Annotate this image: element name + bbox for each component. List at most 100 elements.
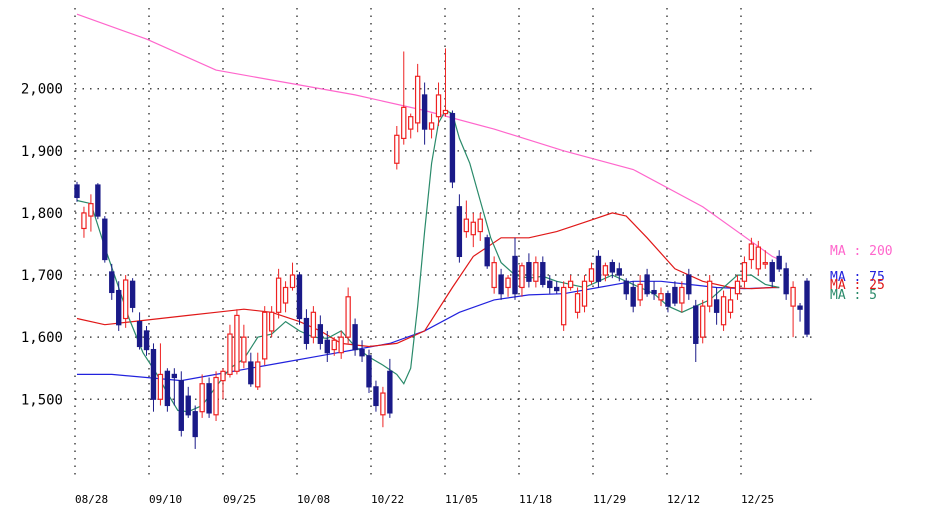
candle-up (734, 280, 741, 295)
candle-up (491, 262, 497, 289)
candle-down (373, 386, 379, 407)
candle-down (296, 274, 303, 320)
candle-up (442, 109, 449, 115)
y-tick-label: 1,800 (21, 206, 63, 222)
candle-down (102, 218, 108, 261)
candle-down (324, 339, 330, 354)
candle-up (331, 339, 337, 351)
candle-down (74, 184, 80, 199)
candle-down (248, 361, 254, 385)
candle-down (109, 271, 115, 294)
candle-down (484, 237, 490, 267)
candle-down (421, 94, 428, 130)
candle-up (268, 311, 275, 332)
candle-down (171, 373, 178, 379)
candle-down (359, 348, 365, 357)
candle-up (414, 75, 421, 124)
candle-up (505, 277, 511, 289)
candle-up (477, 218, 483, 233)
candle-up (463, 218, 470, 233)
legend-ma75: MA : 75 (830, 270, 885, 285)
candle-up (519, 265, 525, 289)
candle-down (303, 317, 310, 344)
candle-down (387, 370, 393, 414)
candle-down (185, 395, 191, 416)
candle-down (366, 355, 372, 388)
candle-down (783, 268, 789, 295)
candle-down (672, 286, 678, 304)
candle-up (435, 94, 442, 118)
candle-up (720, 296, 727, 326)
y-tick-label: 1,700 (21, 268, 63, 284)
candle-down (713, 299, 720, 313)
candle-up (567, 280, 574, 289)
candle-down (616, 268, 622, 276)
candle-down (554, 286, 560, 292)
candle-down (526, 262, 532, 282)
candle-down (776, 255, 782, 270)
candle-up (241, 336, 247, 363)
candle-up (706, 280, 713, 307)
candle-up (679, 286, 685, 304)
x-tick-label: 10/22 (371, 493, 404, 506)
candle-down (150, 348, 157, 400)
candle-up (255, 361, 261, 388)
candle-up (428, 122, 435, 130)
candle-up (262, 311, 268, 360)
candle-down (512, 255, 518, 295)
candle-down (449, 112, 456, 183)
candle-up (234, 314, 240, 372)
candle-down (95, 184, 101, 217)
candle-down (129, 280, 136, 308)
candle-up (470, 221, 476, 236)
candle-up (282, 286, 289, 304)
legend-ma25: MA : 25 (830, 278, 885, 293)
candle-down (651, 289, 657, 295)
candle-up (289, 274, 296, 289)
legend-ma5: MA : 5 (830, 288, 877, 303)
candle-down (665, 293, 671, 307)
x-tick-label: 10/08 (297, 493, 330, 506)
candle-up (748, 243, 755, 261)
candle-down (804, 280, 810, 335)
candle-down (540, 262, 546, 285)
candle-up (588, 268, 595, 282)
x-tick-label: 12/25 (741, 493, 774, 506)
ma75-line (77, 280, 780, 382)
candle-down (164, 370, 171, 407)
axis-layer: 1,500 1,600 1,700 1,800 1,900 2,000 08/28 09/10… (21, 82, 774, 506)
candle-up (658, 293, 664, 301)
candle-down (192, 411, 198, 438)
y-tick-label: 1,600 (21, 330, 63, 346)
candle-down (352, 324, 358, 351)
candle-down (456, 206, 463, 258)
candle-up (755, 246, 762, 270)
candle-down (797, 305, 803, 310)
candle-up (408, 116, 414, 130)
y-tick-label: 1,500 (21, 392, 63, 408)
x-tick-label: 11/05 (445, 493, 478, 506)
x-tick-label: 12/12 (667, 493, 700, 506)
candle-up (790, 286, 796, 307)
x-tick-label: 11/29 (593, 493, 626, 506)
candle-down (769, 262, 775, 282)
candle-down (547, 280, 553, 289)
y-tick-label: 1,900 (21, 144, 63, 160)
candle-up (401, 106, 407, 140)
x-tick-label: 09/10 (149, 493, 182, 506)
candle-down (644, 274, 650, 295)
candle-down (630, 286, 636, 307)
candle-down (686, 274, 692, 295)
candle-up (727, 299, 734, 313)
candle-up (345, 296, 351, 338)
candle-up (81, 212, 87, 230)
ma5-line (76, 109, 780, 413)
candle-up (560, 286, 567, 326)
x-tick-label: 09/25 (223, 493, 256, 506)
candle-down (178, 380, 184, 431)
candle-up (227, 333, 233, 376)
candle-up (122, 279, 129, 320)
candle-up (574, 293, 581, 313)
